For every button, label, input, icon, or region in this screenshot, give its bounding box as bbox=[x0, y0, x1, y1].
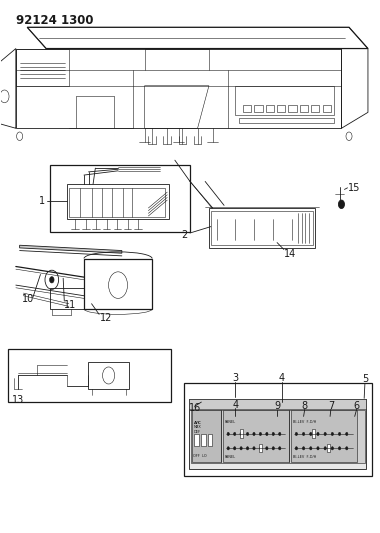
Text: 3: 3 bbox=[233, 373, 239, 383]
Bar bbox=[323, 106, 331, 112]
Text: BI-LEV  F-D/H: BI-LEV F-D/H bbox=[293, 420, 316, 424]
Circle shape bbox=[339, 447, 341, 450]
Circle shape bbox=[272, 432, 274, 435]
Bar bbox=[88, 362, 130, 389]
Text: PANEL: PANEL bbox=[225, 455, 236, 459]
Circle shape bbox=[246, 447, 249, 450]
Text: 2: 2 bbox=[181, 230, 187, 240]
Bar bbox=[266, 106, 274, 112]
Text: OFF  LO: OFF LO bbox=[193, 454, 207, 458]
Bar bbox=[50, 288, 84, 309]
Bar bbox=[184, 383, 372, 477]
Text: 15: 15 bbox=[348, 183, 361, 193]
Circle shape bbox=[317, 447, 319, 450]
Bar bbox=[192, 410, 221, 462]
Circle shape bbox=[234, 447, 236, 450]
Text: 92124 1300: 92124 1300 bbox=[16, 14, 93, 27]
Circle shape bbox=[49, 277, 54, 283]
Circle shape bbox=[227, 432, 230, 435]
Circle shape bbox=[240, 447, 242, 450]
Circle shape bbox=[339, 432, 341, 435]
Text: PANEL: PANEL bbox=[225, 420, 236, 424]
Text: 16: 16 bbox=[189, 403, 201, 414]
Circle shape bbox=[295, 432, 298, 435]
Circle shape bbox=[345, 447, 348, 450]
Text: 12: 12 bbox=[100, 313, 112, 323]
Text: 14: 14 bbox=[284, 249, 296, 259]
Bar bbox=[194, 434, 199, 446]
Text: 8: 8 bbox=[302, 401, 308, 411]
Bar bbox=[277, 106, 285, 112]
Circle shape bbox=[253, 447, 255, 450]
Circle shape bbox=[302, 447, 305, 450]
Bar bbox=[291, 410, 357, 462]
Text: 13: 13 bbox=[12, 395, 24, 405]
Text: 6: 6 bbox=[353, 401, 359, 411]
Circle shape bbox=[324, 432, 326, 435]
Text: 5: 5 bbox=[362, 374, 368, 384]
Text: 4: 4 bbox=[233, 400, 239, 410]
Text: BI-LEV  F-D/H: BI-LEV F-D/H bbox=[293, 455, 316, 459]
Bar bbox=[189, 399, 366, 469]
Text: MAX
DEF: MAX DEF bbox=[194, 425, 201, 434]
Circle shape bbox=[345, 432, 348, 435]
Bar bbox=[208, 434, 212, 446]
Circle shape bbox=[240, 432, 242, 435]
Bar bbox=[191, 410, 364, 463]
Text: 1: 1 bbox=[38, 196, 44, 206]
Circle shape bbox=[331, 447, 334, 450]
Bar bbox=[288, 106, 297, 112]
Circle shape bbox=[339, 200, 345, 208]
Bar bbox=[239, 118, 334, 123]
Bar bbox=[327, 443, 330, 452]
Circle shape bbox=[279, 432, 281, 435]
Text: A/C: A/C bbox=[194, 421, 201, 425]
Circle shape bbox=[310, 447, 312, 450]
Bar bbox=[189, 399, 366, 409]
Bar bbox=[69, 188, 165, 217]
Text: 4: 4 bbox=[279, 373, 285, 383]
Circle shape bbox=[310, 432, 312, 435]
Polygon shape bbox=[20, 245, 122, 253]
Bar bbox=[209, 208, 315, 248]
Circle shape bbox=[295, 447, 298, 450]
Text: 11: 11 bbox=[64, 300, 76, 310]
Bar bbox=[8, 349, 171, 402]
Bar bbox=[300, 106, 308, 112]
Bar bbox=[311, 106, 320, 112]
Circle shape bbox=[331, 432, 334, 435]
Bar bbox=[243, 106, 251, 112]
Bar bbox=[211, 211, 313, 245]
Circle shape bbox=[324, 447, 326, 450]
Bar bbox=[50, 165, 190, 232]
Circle shape bbox=[272, 447, 274, 450]
Bar bbox=[312, 429, 315, 438]
Bar bbox=[201, 434, 206, 446]
Circle shape bbox=[302, 432, 305, 435]
Circle shape bbox=[317, 432, 319, 435]
Circle shape bbox=[227, 447, 230, 450]
Circle shape bbox=[253, 432, 255, 435]
Circle shape bbox=[259, 432, 261, 435]
Text: 10: 10 bbox=[22, 294, 34, 304]
Circle shape bbox=[246, 432, 249, 435]
Circle shape bbox=[279, 447, 281, 450]
Circle shape bbox=[266, 447, 268, 450]
Bar bbox=[67, 184, 169, 219]
Text: 7: 7 bbox=[328, 401, 334, 411]
Bar bbox=[223, 410, 289, 462]
Circle shape bbox=[266, 432, 268, 435]
Bar bbox=[236, 86, 334, 115]
Text: 9: 9 bbox=[274, 401, 280, 411]
Circle shape bbox=[259, 447, 261, 450]
Bar bbox=[84, 259, 152, 309]
Bar bbox=[240, 429, 242, 438]
Bar bbox=[254, 106, 263, 112]
Circle shape bbox=[234, 432, 236, 435]
Bar bbox=[258, 443, 261, 452]
